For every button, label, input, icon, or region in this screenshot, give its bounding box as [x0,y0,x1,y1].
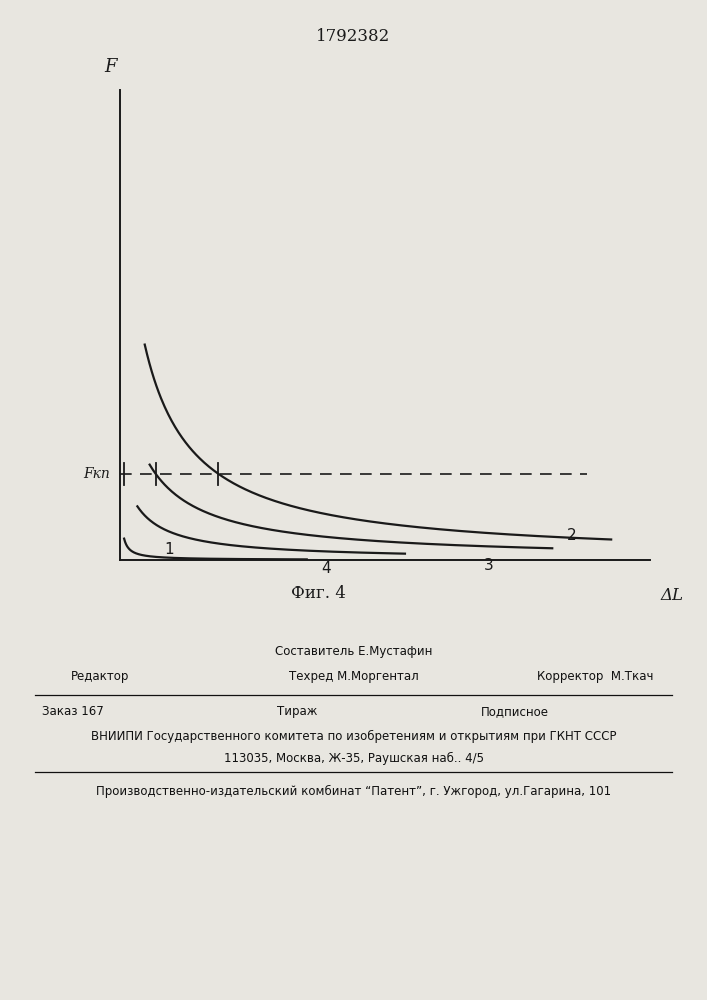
Text: Составитель Е.Мустафин: Составитель Е.Мустафин [275,645,432,658]
Text: ВНИИПИ Государственного комитета по изобретениям и открытиям при ГКНТ СССР: ВНИИПИ Государственного комитета по изоб… [90,730,617,743]
Text: Тираж: Тираж [276,705,317,718]
Text: Производственно-издательский комбинат “Патент”, г. Ужгород, ул.Гагарина, 101: Производственно-издательский комбинат “П… [96,785,611,798]
Text: Редактор: Редактор [71,670,129,683]
Text: ΔL: ΔL [660,587,683,604]
Text: Fкп: Fкп [83,467,110,481]
Text: Техред М.Моргентал: Техред М.Моргентал [288,670,419,683]
Text: F: F [104,58,117,76]
Text: 3: 3 [484,558,493,573]
Text: Фиг. 4: Фиг. 4 [291,585,346,602]
Text: 1: 1 [164,542,174,557]
Text: 1792382: 1792382 [316,28,391,45]
Text: Корректор  М.Ткач: Корректор М.Ткач [537,670,654,683]
Text: Подписное: Подписное [481,705,549,718]
Text: Заказ 167: Заказ 167 [42,705,104,718]
Text: 4: 4 [322,561,331,576]
Text: 2: 2 [567,528,577,543]
Text: 113035, Москва, Ж-35, Раушская наб.. 4/5: 113035, Москва, Ж-35, Раушская наб.. 4/5 [223,752,484,765]
